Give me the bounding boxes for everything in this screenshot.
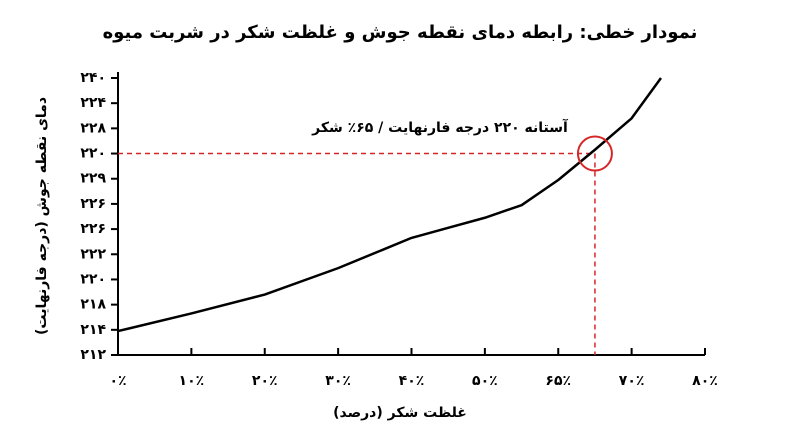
- x-tick-label: ۰٪: [109, 373, 126, 389]
- y-tick-label: ۲۲۲: [80, 246, 106, 262]
- y-tick-label: ۲۲۰: [80, 146, 106, 162]
- threshold-circle: [576, 135, 613, 172]
- annotation: آستانه ۲۲۰ درجه فارنهایت / ۶۵٪ شکر: [311, 118, 569, 136]
- y-tick-label: ۲۲۰: [80, 271, 106, 287]
- y-tick-label: ۲۲۶: [80, 221, 106, 237]
- y-tick-label: ۲۱۸: [80, 297, 106, 313]
- y-tick-label: ۲۱۴: [80, 322, 106, 338]
- x-axis-label: غلظت شکر (درصد): [333, 405, 467, 421]
- x-tick-label: ۳۰٪: [325, 373, 351, 389]
- y-tick-label: ۲۱۲: [80, 347, 106, 363]
- x-tick-label: ۲۰٪: [252, 373, 278, 389]
- x-tick-label: ۵۰٪: [472, 373, 498, 389]
- x-tick-label: ۷۰٪: [619, 373, 645, 389]
- y-tick-label: ۲۲۸: [80, 120, 106, 136]
- y-tick-label: ۲۲۴: [80, 95, 106, 111]
- y-tick-label: ۲۲۶: [80, 196, 106, 212]
- y-tick-label: ۲۴۰: [80, 70, 106, 86]
- line-series: [117, 77, 662, 333]
- chart-title: نمودار خطی: رابطه دمای نقطه جوش و غلظت ش…: [103, 22, 698, 43]
- x-tick-label: ۶۵٪: [545, 373, 571, 389]
- x-tick-label: ۸۰٪: [692, 373, 718, 389]
- y-axis-label: دمای نقطه جوش (درجه فارنهایت): [34, 97, 50, 335]
- x-tick-label: ۱۰٪: [179, 373, 205, 389]
- x-tick-label: ۴۰٪: [399, 373, 425, 389]
- y-tick-label: ۲۲۹: [80, 171, 106, 187]
